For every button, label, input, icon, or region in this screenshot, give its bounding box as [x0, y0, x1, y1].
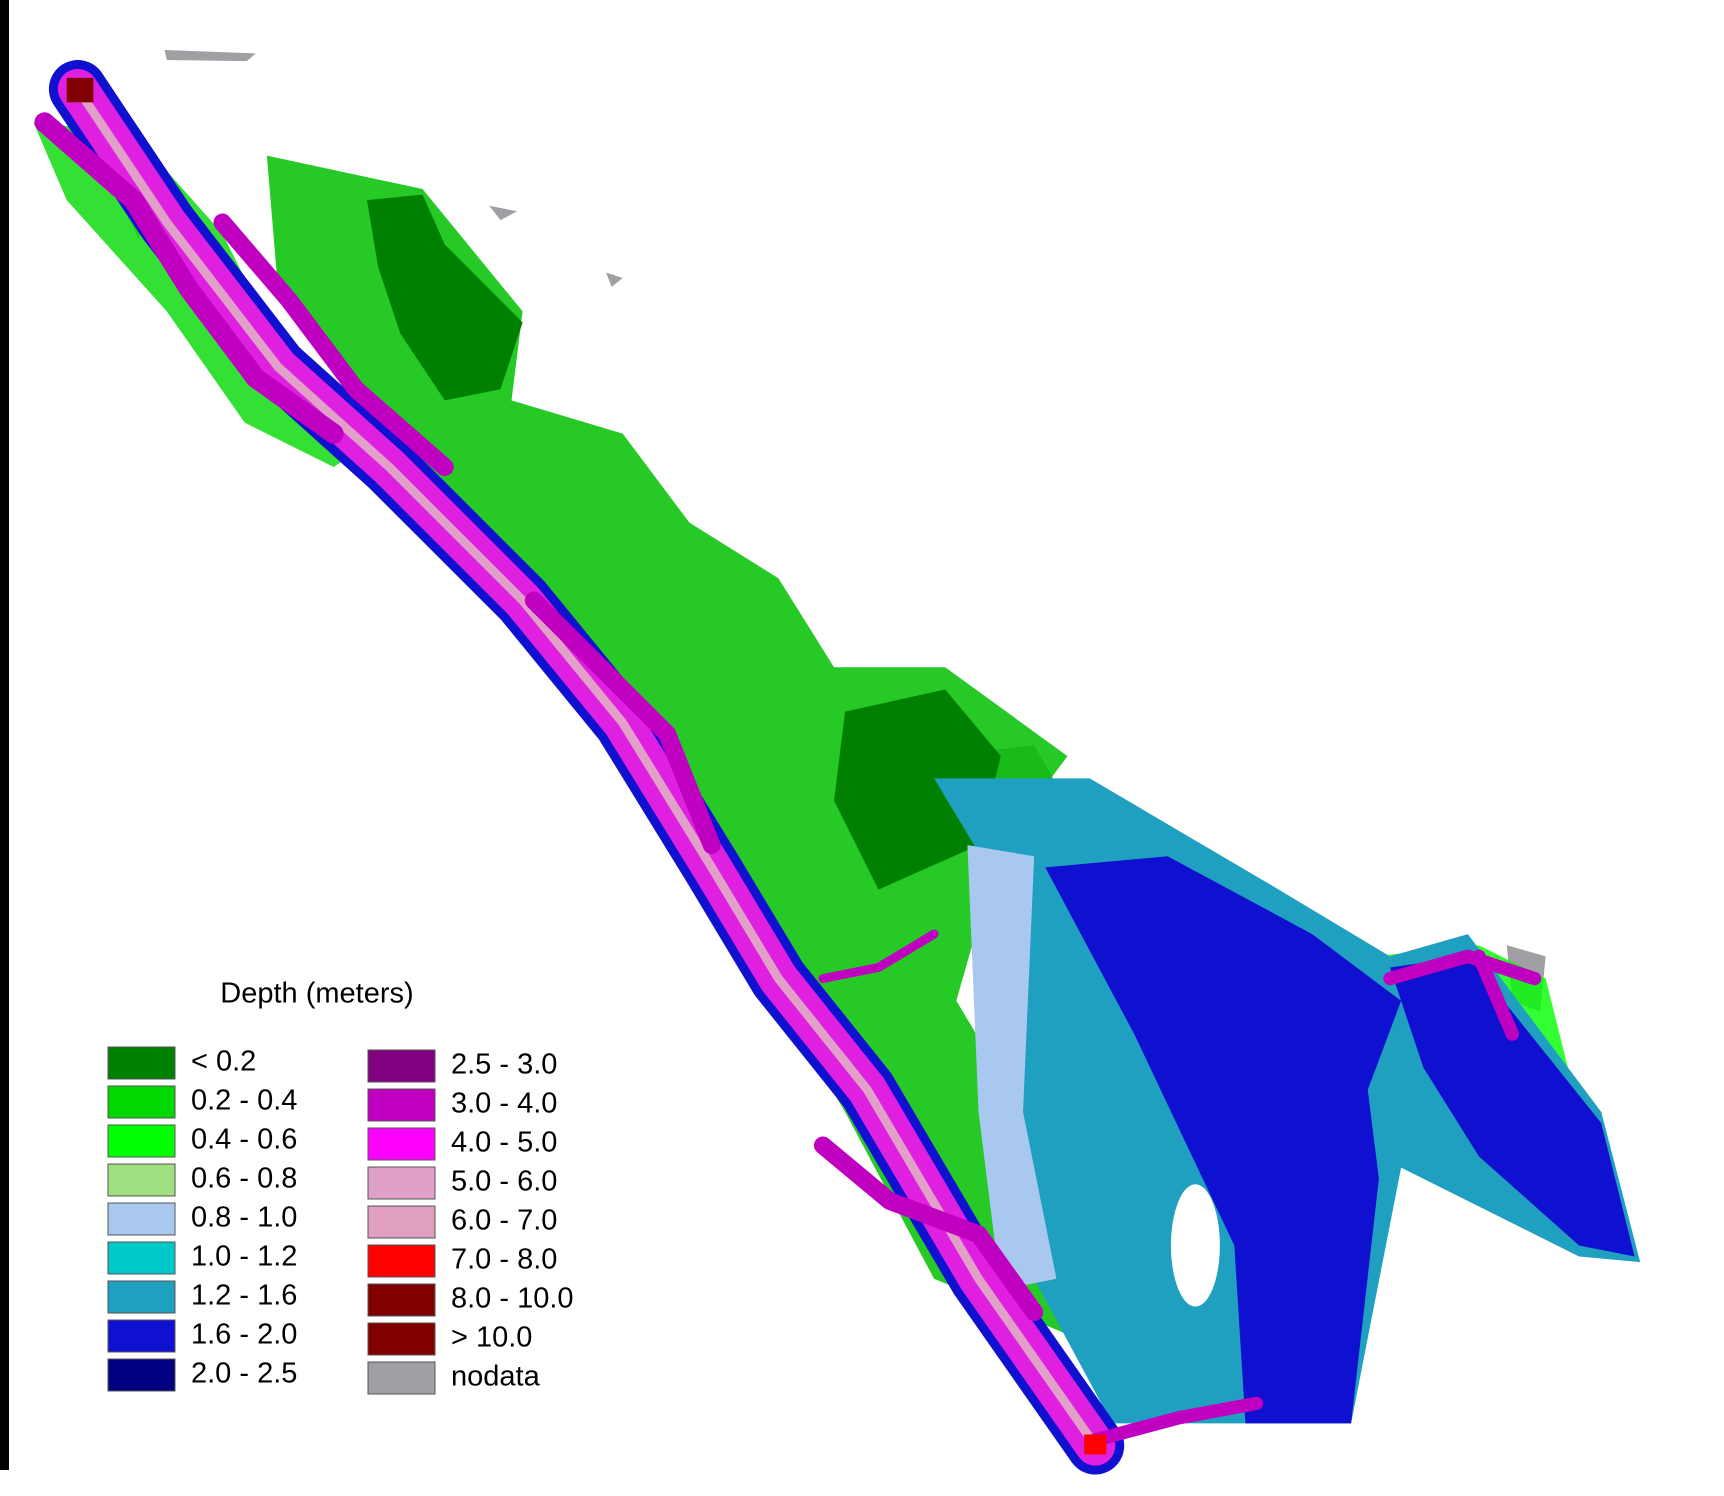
- legend-label: 0.8 - 1.0: [191, 1202, 297, 1234]
- legend-swatch: [367, 1244, 436, 1278]
- legend-swatch: [107, 1163, 176, 1197]
- legend-swatch: [367, 1088, 436, 1122]
- channels: [34, 60, 1542, 1475]
- legend-label: 6.0 - 7.0: [451, 1205, 557, 1237]
- legend-label: 8.0 - 10.0: [451, 1283, 574, 1315]
- legend-swatch: [367, 1283, 436, 1317]
- legend-label: 0.6 - 0.8: [191, 1163, 297, 1195]
- legend-swatch: [367, 1205, 436, 1239]
- depth-map: [33, 50, 1641, 1475]
- legend-swatch: [367, 1166, 436, 1200]
- bay-arm: [1390, 956, 1635, 1257]
- legend-swatch: [107, 1280, 176, 1314]
- legend-swatch: [107, 1085, 176, 1119]
- deep-spot: [66, 77, 94, 103]
- legend-label: nodata: [451, 1361, 541, 1393]
- legend-label: 1.0 - 1.2: [191, 1241, 297, 1273]
- legend-label: 2.0 - 2.5: [191, 1358, 297, 1390]
- legend-swatch: [107, 1319, 176, 1353]
- legend-swatch: [107, 1358, 176, 1392]
- bay-shallow: [967, 845, 1057, 1290]
- legend-label: 4.0 - 5.0: [451, 1127, 557, 1159]
- bay-deep: [1045, 856, 1402, 1424]
- legend-swatch: [367, 1049, 436, 1083]
- legend-swatch: [107, 1241, 176, 1275]
- legend-title: Depth (meters): [220, 978, 413, 1010]
- legend-label: 5.0 - 6.0: [451, 1166, 557, 1198]
- legend-label: 2.5 - 3.0: [451, 1049, 557, 1081]
- legend-label: 1.6 - 2.0: [191, 1319, 297, 1351]
- legend-label: > 10.0: [451, 1322, 532, 1354]
- legend: Depth (meters) < 0.2 0.2 - 0.4 0.4 - 0.6 0.…: [107, 978, 574, 1395]
- legend-swatch: [107, 1124, 176, 1158]
- legend-label: < 0.2: [191, 1046, 256, 1078]
- deep-spot: [1084, 1434, 1107, 1455]
- island: [1170, 1184, 1220, 1307]
- legend-swatch: [107, 1202, 176, 1236]
- legend-label: 3.0 - 4.0: [451, 1088, 557, 1120]
- legend-swatch: [367, 1361, 436, 1395]
- legend-label: 1.2 - 1.6: [191, 1280, 297, 1312]
- legend-swatch: [107, 1046, 176, 1080]
- legend-label: 7.0 - 8.0: [451, 1244, 557, 1276]
- legend-swatch: [367, 1127, 436, 1161]
- left-border: [0, 0, 9, 1470]
- legend-label: 0.4 - 0.6: [191, 1124, 297, 1156]
- legend-swatch: [367, 1322, 436, 1356]
- legend-label: 0.2 - 0.4: [191, 1085, 297, 1117]
